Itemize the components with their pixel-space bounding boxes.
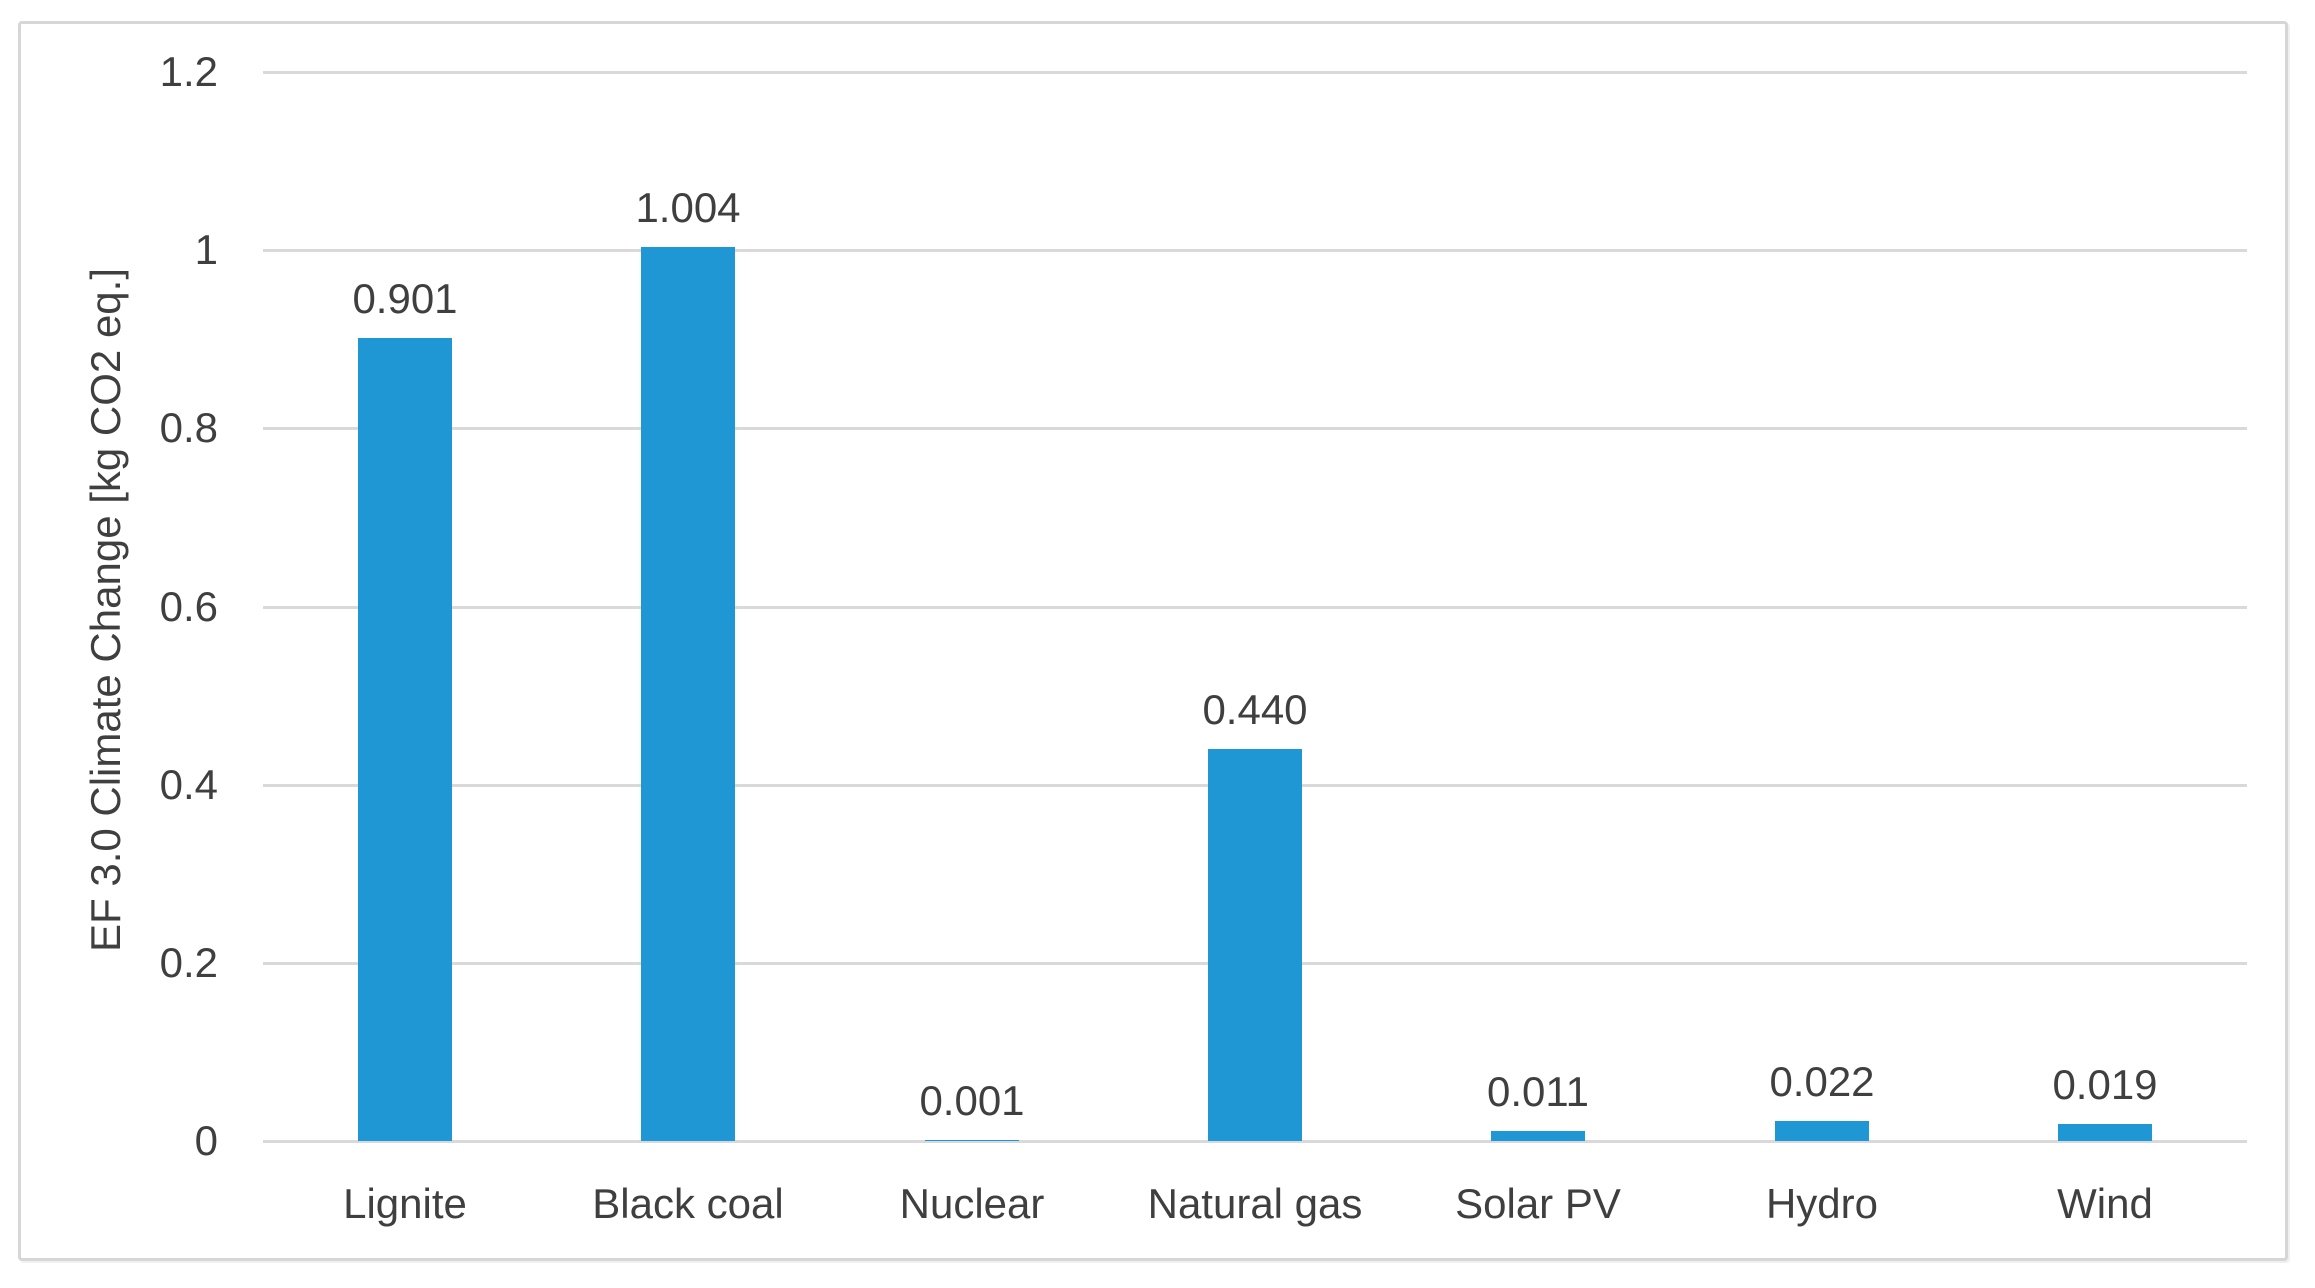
bar-wind [2058, 1124, 2152, 1141]
bar-value-label-wind: 0.019 [2052, 1061, 2158, 1108]
x-category-label-lignite: Lignite [343, 1180, 467, 1227]
y-tick-label: 1 [194, 226, 218, 273]
bar-value-label-nuclear: 0.001 [919, 1077, 1025, 1124]
gridline [263, 427, 2247, 430]
bar-solar-pv [1491, 1131, 1585, 1141]
x-category-label-solar-pv: Solar PV [1455, 1180, 1621, 1227]
x-category-label-nuclear: Nuclear [899, 1180, 1045, 1227]
bar-natural-gas [1208, 749, 1302, 1141]
x-category-label-hydro: Hydro [1765, 1180, 1879, 1227]
bar-black-coal [641, 247, 735, 1141]
bar-value-label-natural-gas: 0.440 [1202, 686, 1308, 733]
bar-value-label-black-coal: 1.004 [635, 184, 741, 231]
bar-nuclear [925, 1140, 1019, 1141]
chart-frame: EF 3.0 Climate Change [kg CO2 eq.] 0 0.2 0… [18, 21, 2288, 1261]
y-tick-label: 0.4 [159, 761, 218, 808]
y-tick-label: 0.2 [159, 939, 218, 986]
x-category-label-wind: Wind [2057, 1180, 2153, 1227]
bar-value-label-lignite: 0.901 [352, 275, 458, 322]
bar-value-label-solar-pv: 0.011 [1487, 1068, 1589, 1115]
bar-value-label-hydro: 0.022 [1769, 1058, 1875, 1105]
bar-hydro [1775, 1121, 1869, 1141]
y-tick-label: 1.2 [159, 48, 218, 95]
gridline [263, 606, 2247, 609]
gridline [263, 71, 2247, 74]
x-category-label-black-coal: Black coal [592, 1180, 784, 1227]
gridline [263, 249, 2247, 252]
x-category-label-natural-gas: Natural gas [1147, 1180, 1363, 1227]
gridline [263, 1140, 2247, 1143]
bar-lignite [358, 338, 452, 1141]
y-tick-label: 0.6 [159, 583, 218, 630]
y-tick-label: 0.8 [159, 404, 218, 451]
y-tick-label: 0 [194, 1117, 218, 1164]
